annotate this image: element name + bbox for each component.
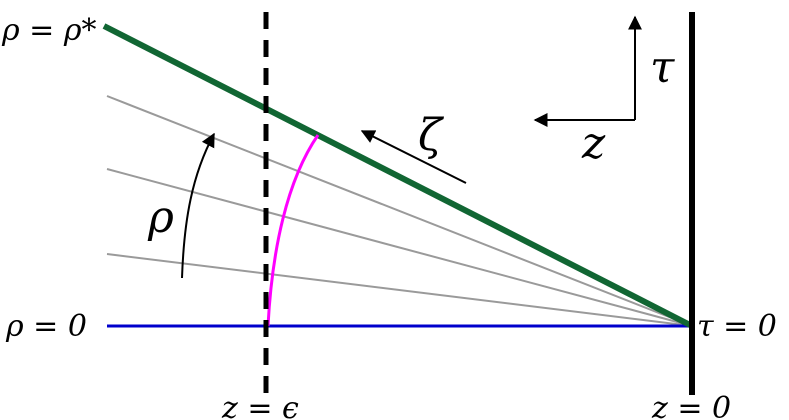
label-z-epsilon: z = ϵ [221, 391, 299, 420]
zeta-arrow [360, 130, 467, 184]
ray-2 [106, 168, 693, 327]
ray-3 [106, 253, 693, 327]
label-rho-star: ρ = ρ* [1, 13, 96, 48]
label-zeta: ζ [418, 110, 445, 161]
rho-star-line [102, 23, 694, 329]
magenta-arc [266, 134, 320, 327]
label-z-axis: z [581, 118, 606, 169]
label-rho: ρ [147, 192, 174, 243]
rho-arrow [181, 132, 215, 279]
label-tau-axis: τ [650, 42, 675, 93]
label-tau-zero: τ = 0 [697, 309, 777, 344]
label-z-zero: z = 0 [651, 391, 731, 420]
label-rho-zero: ρ = 0 [5, 309, 87, 344]
